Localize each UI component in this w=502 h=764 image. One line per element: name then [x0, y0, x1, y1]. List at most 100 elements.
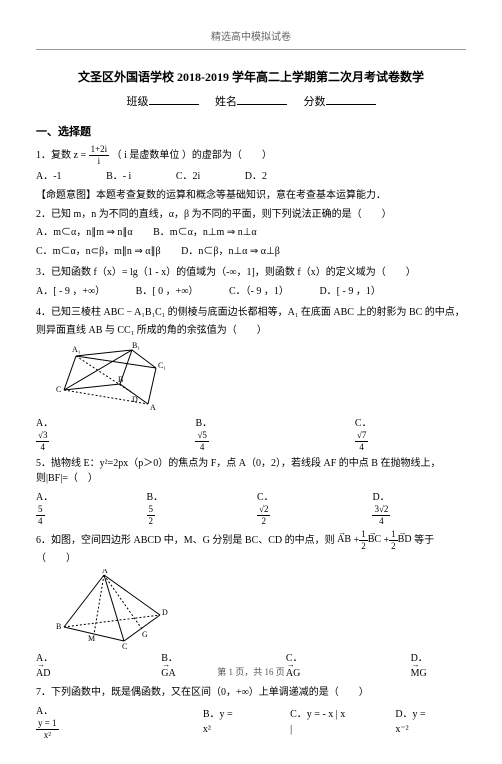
header-rule: [36, 49, 466, 50]
name-blank: [237, 95, 287, 105]
q1-optA: A．-1: [36, 169, 62, 184]
q5-optC: C． √22: [257, 490, 326, 526]
exam-title: 文圣区外国语学校 2018-2019 学年高二上学期第二次月考试卷数学: [36, 68, 466, 85]
q3-options: A．[ - 9 ，+∞） B．[ 0 ，+∞） C．（- 9 ，1） D．[ -…: [36, 284, 466, 299]
q7-optC: C．y = - x | x |: [290, 707, 345, 737]
q6-figure: A B C D M G: [54, 569, 466, 649]
q2-stem: 2．已知 m，n 为不同的直线，α，β 为不同的平面，则下列说法正确的是（ ）: [36, 207, 466, 223]
tlbl-C: C: [122, 642, 127, 649]
info-line: 班级 姓名 分数: [36, 93, 466, 109]
q2-optB: B．m⊂α，n⊥m ⇒ n⊥α: [153, 225, 257, 240]
q1-frac-num: 1+2i: [89, 145, 110, 156]
q4-optB-l: B．: [195, 416, 212, 431]
q5-optD: D． 3√24: [372, 490, 446, 526]
q7A-n: y = 1: [36, 719, 59, 730]
q5B-d: 2: [147, 516, 156, 526]
q1-stem-b: （ i 是虚数单位 ）的虚部为（ ）: [112, 150, 272, 161]
q7A-l: A．: [36, 704, 53, 719]
q5D-d: 4: [372, 516, 390, 526]
q5-options: A． 54 B． 52 C． √22 D． 3√24: [36, 490, 466, 526]
q2-optD: D．n⊂β，n⊥α ⇒ α⊥β: [181, 244, 280, 259]
q1-frac: 1+2i i: [89, 145, 110, 166]
lbl-B1: B₁: [132, 342, 140, 350]
q1-stem: 1．复数 z = 1+2i i （ i 是虚数单位 ）的虚部为（ ）: [36, 145, 466, 166]
q3-stem: 3．已知函数 f（x）= lg（1 - x）的值域为（-∞，1]，则函数 f（x…: [36, 265, 466, 281]
q5A-d: 4: [36, 516, 45, 526]
q6-stem-text: 6．如图，空间四边形 ABCD 中，M、G 分别是 BC、CD 的中点，则: [36, 534, 335, 545]
header-watermark: 精选高中模拟试卷: [36, 28, 466, 43]
page-footer: 第 1 页，共 16 页: [0, 665, 502, 678]
q5A-l: A．: [36, 490, 53, 505]
q5-stem: 5．抛物线 E：y²=2px（p＞0）的焦点为 F，点 A（0，2），若线段 A…: [36, 456, 466, 487]
q4-optA-l: A．: [36, 416, 53, 431]
q6-h1d: 2: [359, 541, 368, 551]
q5C-d: 2: [257, 516, 270, 526]
q6-h2d: 2: [389, 541, 398, 551]
q4-optC-n: √7: [355, 431, 368, 442]
lbl-A: A: [150, 403, 156, 412]
q1-optD: D．2: [245, 169, 267, 184]
q4-stem-b: 则异面直线 AB 与 CC₁ 所成的角的余弦值为（ ）: [36, 323, 466, 339]
q2-optA: A．m⊂α，n∥m ⇒ n∥α: [36, 225, 133, 240]
q7-stem: 7．下列函数中，既是偶函数，又在区间（0，+∞）上单调递减的是（ ）: [36, 685, 466, 701]
q6-h1n: 1: [359, 530, 368, 541]
lbl-C1: C₁: [158, 361, 166, 370]
q3-optB: B．[ 0 ，+∞）: [136, 284, 199, 299]
name-label: 姓名: [215, 96, 237, 108]
tlbl-A: A: [102, 569, 108, 575]
q5B-l: B．: [147, 490, 164, 505]
section-1-title: 一、选择题: [36, 123, 466, 139]
q7-optA: A． y = 1x²: [36, 704, 153, 740]
q3-optA: A．[ - 9 ，+∞）: [36, 284, 105, 299]
q1-note: 【命题意图】本题考查复数的运算和概念等基础知识，意在考查基本运算能力．: [36, 188, 466, 204]
q1-options: A．-1 B．- i C．2i D．2: [36, 169, 466, 184]
q1-stem-a: 1．复数 z =: [36, 150, 86, 161]
tlbl-M: M: [88, 634, 95, 643]
q6-h2n: 1: [389, 530, 398, 541]
tetra-svg: A B C D M G: [54, 569, 174, 649]
score-blank: [326, 95, 376, 105]
q5D-l: D．: [372, 490, 389, 505]
q5A-n: 5: [36, 505, 45, 516]
q7-options: A． y = 1x² B．y = x² C．y = - x | x | D．y …: [36, 704, 466, 740]
class-label: 班级: [127, 96, 149, 108]
q5B-n: 5: [147, 505, 156, 516]
q6-BC: BC: [368, 534, 381, 545]
q4-figure: A₁ B₁ C₁ C B A D: [54, 342, 466, 414]
q7-optB: B．y = x²: [203, 707, 240, 737]
q1-frac-den: i: [89, 156, 110, 166]
q5D-n: 3√2: [372, 505, 390, 516]
q7-optD: D．y = x⁻²: [395, 707, 438, 737]
q2-options-1: A．m⊂α，n∥m ⇒ n∥α B．m⊂α，n⊥m ⇒ n⊥α: [36, 225, 466, 240]
tlbl-B: B: [56, 622, 61, 631]
q5C-n: √2: [257, 505, 270, 516]
q3-optC: C．（- 9 ，1）: [229, 284, 289, 299]
q2-optC: C．m⊂α，n⊂β，m∥n ⇒ α∥β: [36, 244, 161, 259]
q4-optB: B． √54: [195, 416, 264, 452]
q4-optB-d: 4: [195, 442, 208, 452]
q3-optD: D．[ - 9 ，1）: [319, 284, 380, 299]
q5-optB: B． 52: [147, 490, 212, 526]
exam-page: 精选高中模拟试卷 文圣区外国语学校 2018-2019 学年高二上学期第二次月考…: [0, 0, 502, 764]
q6-BD: BD: [398, 534, 412, 545]
lbl-D: D: [132, 395, 138, 404]
lbl-B: B: [118, 375, 123, 384]
class-blank: [149, 95, 199, 105]
lbl-A1: A₁: [72, 345, 81, 354]
tlbl-D: D: [162, 608, 168, 617]
q2-options-2: C．m⊂α，n⊂β，m∥n ⇒ α∥β D．n⊂β，n⊥α ⇒ α⊥β: [36, 244, 466, 259]
q4-optA-n: √3: [36, 431, 49, 442]
q1-optB: B．- i: [106, 169, 131, 184]
q4-optA-d: 4: [36, 442, 49, 452]
q7A-d: x²: [36, 730, 59, 740]
q4-optA: A． √34: [36, 416, 105, 452]
score-label: 分数: [304, 96, 326, 108]
q6-stem: 6．如图，空间四边形 ABCD 中，M、G 分别是 BC、CD 的中点，则 AB…: [36, 530, 466, 567]
q4-stem-a: 4．已知三棱柱 ABC − A₁B₁C₁ 的侧棱与底面边长都相等，A₁ 在底面 …: [36, 305, 466, 321]
q4-optC-l: C．: [355, 416, 372, 431]
q1-optC: C．2i: [176, 169, 200, 184]
prism-svg: A₁ B₁ C₁ C B A D: [54, 342, 174, 414]
q6-AB: AB: [337, 534, 351, 545]
q4-options: A． √34 B． √54 C． √74 D． 34: [36, 416, 466, 452]
q4-optC: C． √74: [355, 416, 424, 452]
